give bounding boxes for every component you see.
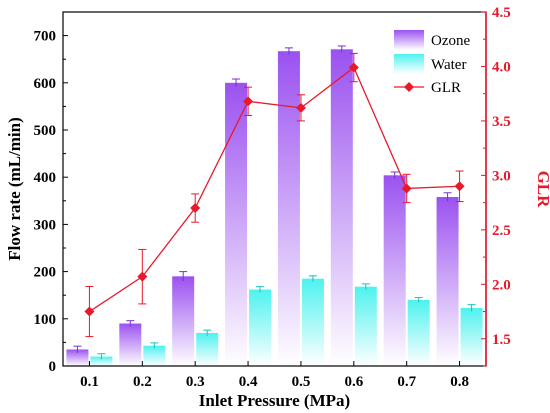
bar-water-0.6 (354, 286, 377, 366)
bar-water-0.7 (407, 299, 430, 366)
y2-tick-label-2.5: 2.5 (492, 223, 511, 239)
y-tick-label-700: 700 (34, 29, 57, 45)
glr-point-0.6 (348, 62, 359, 73)
y-tick-label-400: 400 (34, 170, 57, 186)
bars-layer (66, 45, 483, 367)
glr-point-0.3 (190, 203, 201, 214)
x-tick-label-0.6: 0.6 (344, 374, 363, 390)
bar-ozone-0.6 (330, 49, 353, 367)
y-tick-label-300: 300 (34, 217, 57, 233)
bar-ozone-0.7 (383, 175, 406, 366)
bar-water-0.1 (90, 356, 113, 366)
glr-line (89, 66, 460, 313)
bar-ozone-0.4 (225, 82, 248, 367)
left-axis-ticks: 0 100 200 300 400 500 600 700 (34, 29, 68, 375)
legend-swatch-water (394, 54, 424, 74)
legend-label-ozone: Ozone (431, 33, 470, 49)
y2-axis-label: GLR (534, 171, 550, 209)
y2-tick-label-4.5: 4.5 (492, 5, 511, 21)
y-tick-label-500: 500 (34, 123, 57, 139)
legend: Ozone Water GLR (394, 30, 470, 96)
y2-tick-label-3: 3.0 (492, 168, 511, 184)
y2-tick-label-3.5: 3.5 (492, 114, 511, 130)
x-axis-ticks: 0.1 0.2 0.3 0.4 0.5 0.6 0.7 0.8 (80, 361, 469, 390)
y-tick-label-0: 0 (49, 359, 57, 375)
glr-point-0.2 (137, 271, 148, 282)
right-axis-ticks: 1.5 2.0 2.5 3.0 3.5 4.0 4.5 (481, 5, 511, 367)
glr-point-0.7 (401, 183, 412, 194)
x-tick-label-0.2: 0.2 (133, 374, 152, 390)
bar-water-0.3 (196, 332, 219, 366)
glr-point-0.4 (243, 96, 254, 107)
glr-point-0.5 (295, 102, 306, 113)
y-tick-label-200: 200 (34, 265, 57, 281)
glr-point-0.1 (84, 306, 95, 317)
bar-ozone-0.1 (66, 349, 89, 366)
x-tick-label-0.1: 0.1 (80, 374, 99, 390)
x-tick-label-0.4: 0.4 (239, 374, 258, 390)
glr-line-layer (84, 52, 465, 338)
bar-water-0.4 (249, 289, 272, 366)
x-tick-label-0.8: 0.8 (450, 374, 469, 390)
y2-tick-label-1.5: 1.5 (492, 332, 511, 348)
x-tick-label-0.3: 0.3 (186, 374, 205, 390)
glr-point-0.8 (454, 181, 465, 192)
x-tick-label-0.5: 0.5 (292, 374, 311, 390)
legend-label-water: Water (431, 57, 466, 73)
bar-water-0.2 (143, 345, 166, 366)
legend-swatch-ozone (394, 30, 424, 50)
legend-swatch-glr-marker (404, 82, 414, 92)
y-tick-label-600: 600 (34, 76, 57, 92)
legend-label-glr: GLR (431, 80, 461, 96)
bar-ozone-0.8 (436, 197, 459, 366)
y-axis-label: Flow rate (mL/min) (5, 117, 24, 261)
y2-tick-label-2: 2.0 (492, 277, 511, 293)
y2-tick-label-4: 4.0 (492, 59, 511, 75)
bar-ozone-0.3 (172, 276, 195, 366)
bar-ozone-0.5 (277, 51, 300, 367)
x-axis-label: Inlet Pressure (MPa) (199, 391, 350, 410)
bar-water-0.8 (460, 307, 483, 366)
bar-ozone-0.2 (119, 323, 142, 366)
x-tick-label-0.7: 0.7 (397, 374, 416, 390)
y-tick-label-100: 100 (34, 312, 57, 328)
bar-water-0.5 (301, 278, 324, 366)
